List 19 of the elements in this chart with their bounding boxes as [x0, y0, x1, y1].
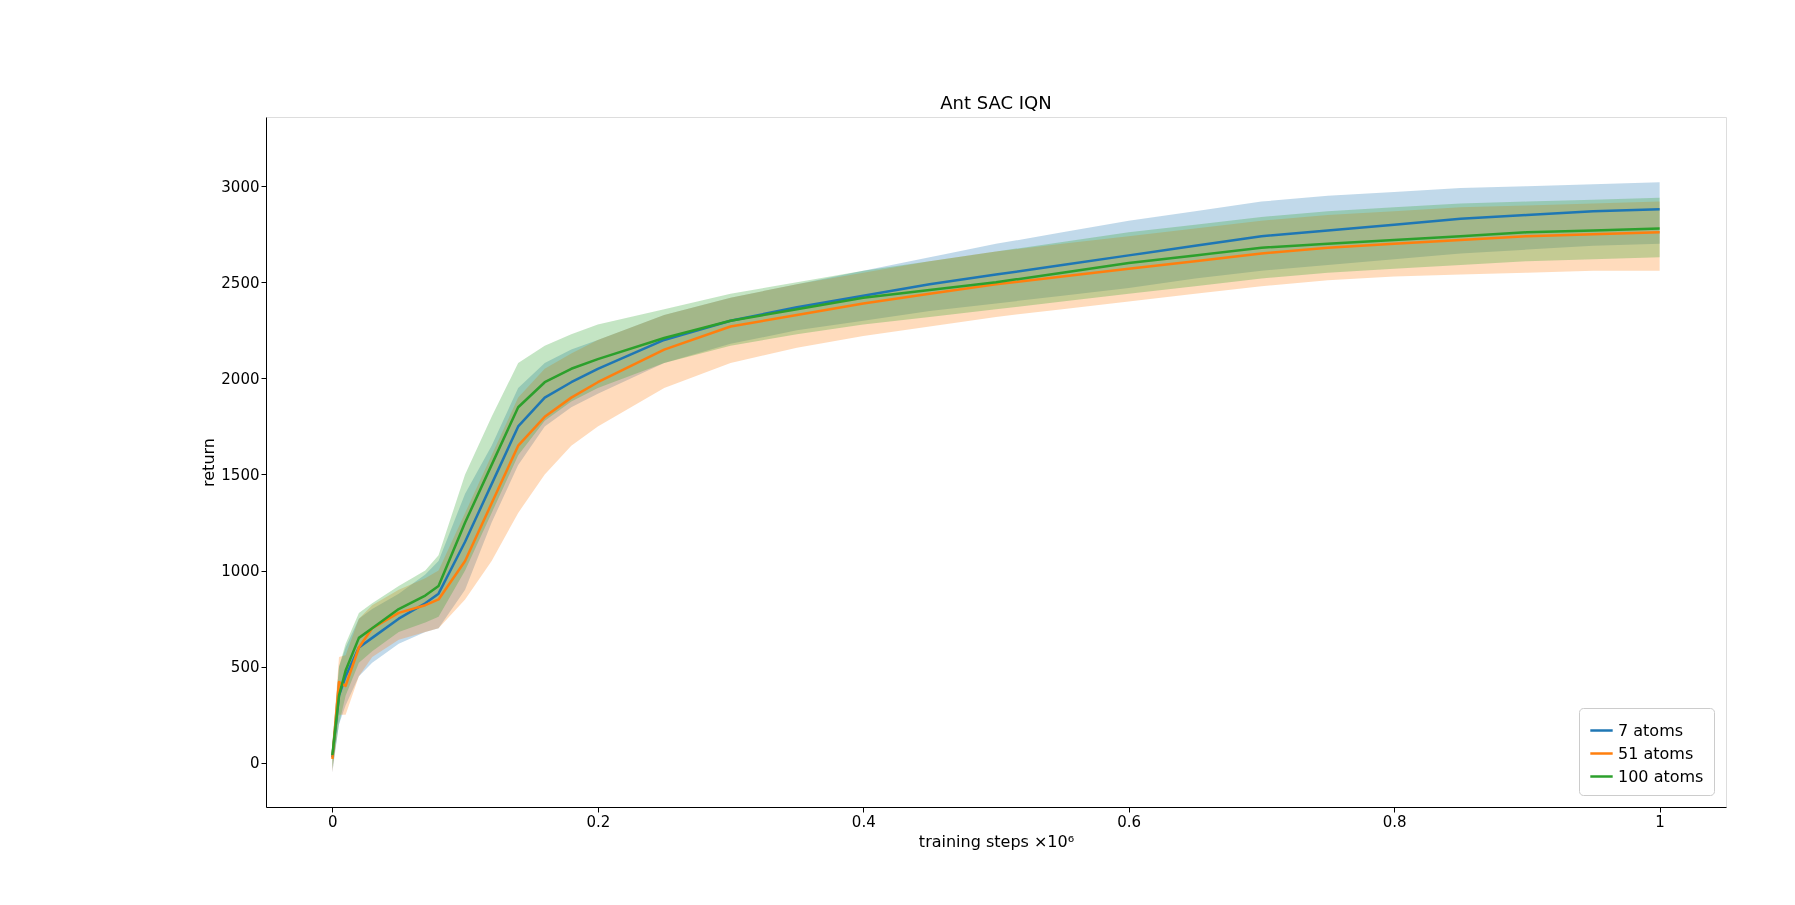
x-tick-label: 1	[1655, 812, 1665, 831]
y-tick-label: 2500	[221, 273, 260, 292]
x-tick-label: 0.6	[1117, 812, 1142, 831]
y-tick-label: 3000	[221, 177, 260, 196]
y-tick-label: 2000	[221, 369, 260, 388]
x-tick-label: 0	[328, 812, 338, 831]
y-tick-label: 1000	[221, 562, 260, 581]
legend-label: 100 atoms	[1618, 766, 1704, 786]
y-axis-title: return	[199, 438, 219, 487]
chart-title: Ant SAC IQN	[940, 92, 1052, 113]
y-tick-label: 500	[230, 658, 260, 677]
legend-label: 7 atoms	[1618, 720, 1684, 740]
y-tick-label: 0	[249, 754, 260, 773]
legend-label: 51 atoms	[1618, 743, 1694, 763]
x-tick-label: 0.2	[586, 812, 611, 831]
x-tick-label: 0.8	[1382, 812, 1407, 831]
y-tick-label: 1500	[221, 465, 260, 484]
x-axis-title: training steps ×10⁶	[918, 831, 1075, 851]
x-tick-label: 0.4	[851, 812, 876, 831]
